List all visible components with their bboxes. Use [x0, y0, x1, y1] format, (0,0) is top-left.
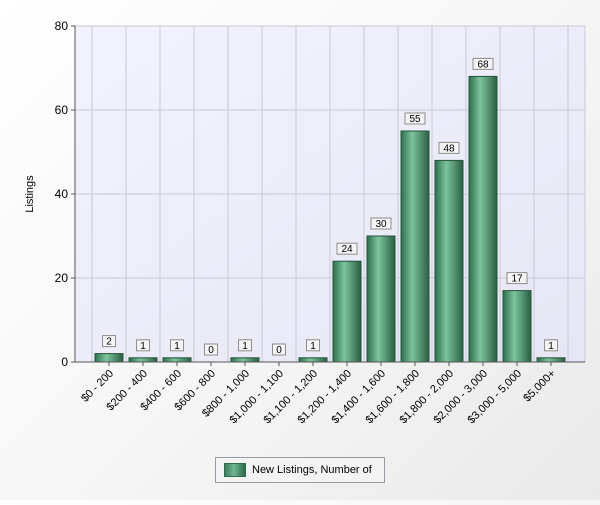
- x-tick-labels: $0 - 200$200 - 400$400 - 600$600 - 800$8…: [79, 362, 558, 426]
- data-label: 1: [242, 341, 248, 352]
- data-label-box: [438, 141, 460, 154]
- y-tick-label: 0: [61, 355, 68, 369]
- bar: [94, 353, 124, 363]
- legend-label: New Listings, Number of: [252, 464, 372, 476]
- data-label: 68: [477, 59, 489, 70]
- bar: [298, 357, 328, 363]
- bar: [128, 357, 158, 363]
- data-label: 48: [443, 143, 455, 154]
- data-label: 24: [341, 244, 353, 255]
- data-label-box: [272, 343, 286, 356]
- legend: New Listings, Number of: [215, 457, 385, 483]
- y-tick-label: 20: [55, 271, 69, 285]
- data-label-box: [136, 339, 150, 352]
- bar: [162, 357, 192, 363]
- data-label-box: [472, 57, 494, 70]
- bar: [468, 75, 498, 363]
- y-axis-label: Listings: [24, 175, 36, 213]
- legend-swatch: [224, 463, 246, 477]
- y-tick-labels: 0 20 40 60 80: [55, 19, 75, 369]
- bar: [230, 357, 260, 363]
- x-tick-label: $5,000+: [521, 368, 558, 405]
- data-label: 0: [208, 345, 214, 356]
- data-label: 1: [548, 341, 554, 352]
- bar: [434, 159, 464, 363]
- data-label-box: [370, 217, 392, 230]
- data-label-box: [544, 339, 558, 352]
- data-labels: 2 1 1 0 1 0 1 24 30 55 48 68 17 1: [102, 57, 558, 356]
- data-label-box: [306, 339, 320, 352]
- bar: [366, 235, 396, 363]
- data-label-box: [238, 339, 252, 352]
- data-label: 30: [375, 219, 387, 230]
- data-label: 1: [310, 341, 316, 352]
- data-label: 2: [106, 337, 112, 348]
- data-label-box: [170, 339, 184, 352]
- data-label-box: [336, 242, 358, 255]
- data-label: 55: [409, 114, 421, 125]
- y-tick-label: 60: [55, 103, 69, 117]
- bar: [536, 357, 566, 363]
- data-label: 17: [511, 274, 523, 285]
- data-label-box: [506, 272, 528, 285]
- bar: [502, 290, 532, 363]
- data-label-box: [102, 335, 116, 348]
- bars: [94, 75, 566, 363]
- bar: [332, 260, 362, 363]
- bar: [400, 130, 430, 363]
- y-tick-label: 80: [55, 19, 69, 33]
- data-label: 1: [174, 341, 180, 352]
- data-label-box: [404, 112, 426, 125]
- data-label-box: [204, 343, 218, 356]
- y-tick-label: 40: [55, 187, 69, 201]
- data-label: 0: [276, 345, 282, 356]
- grid-lines: [75, 25, 586, 362]
- data-label: 1: [140, 341, 146, 352]
